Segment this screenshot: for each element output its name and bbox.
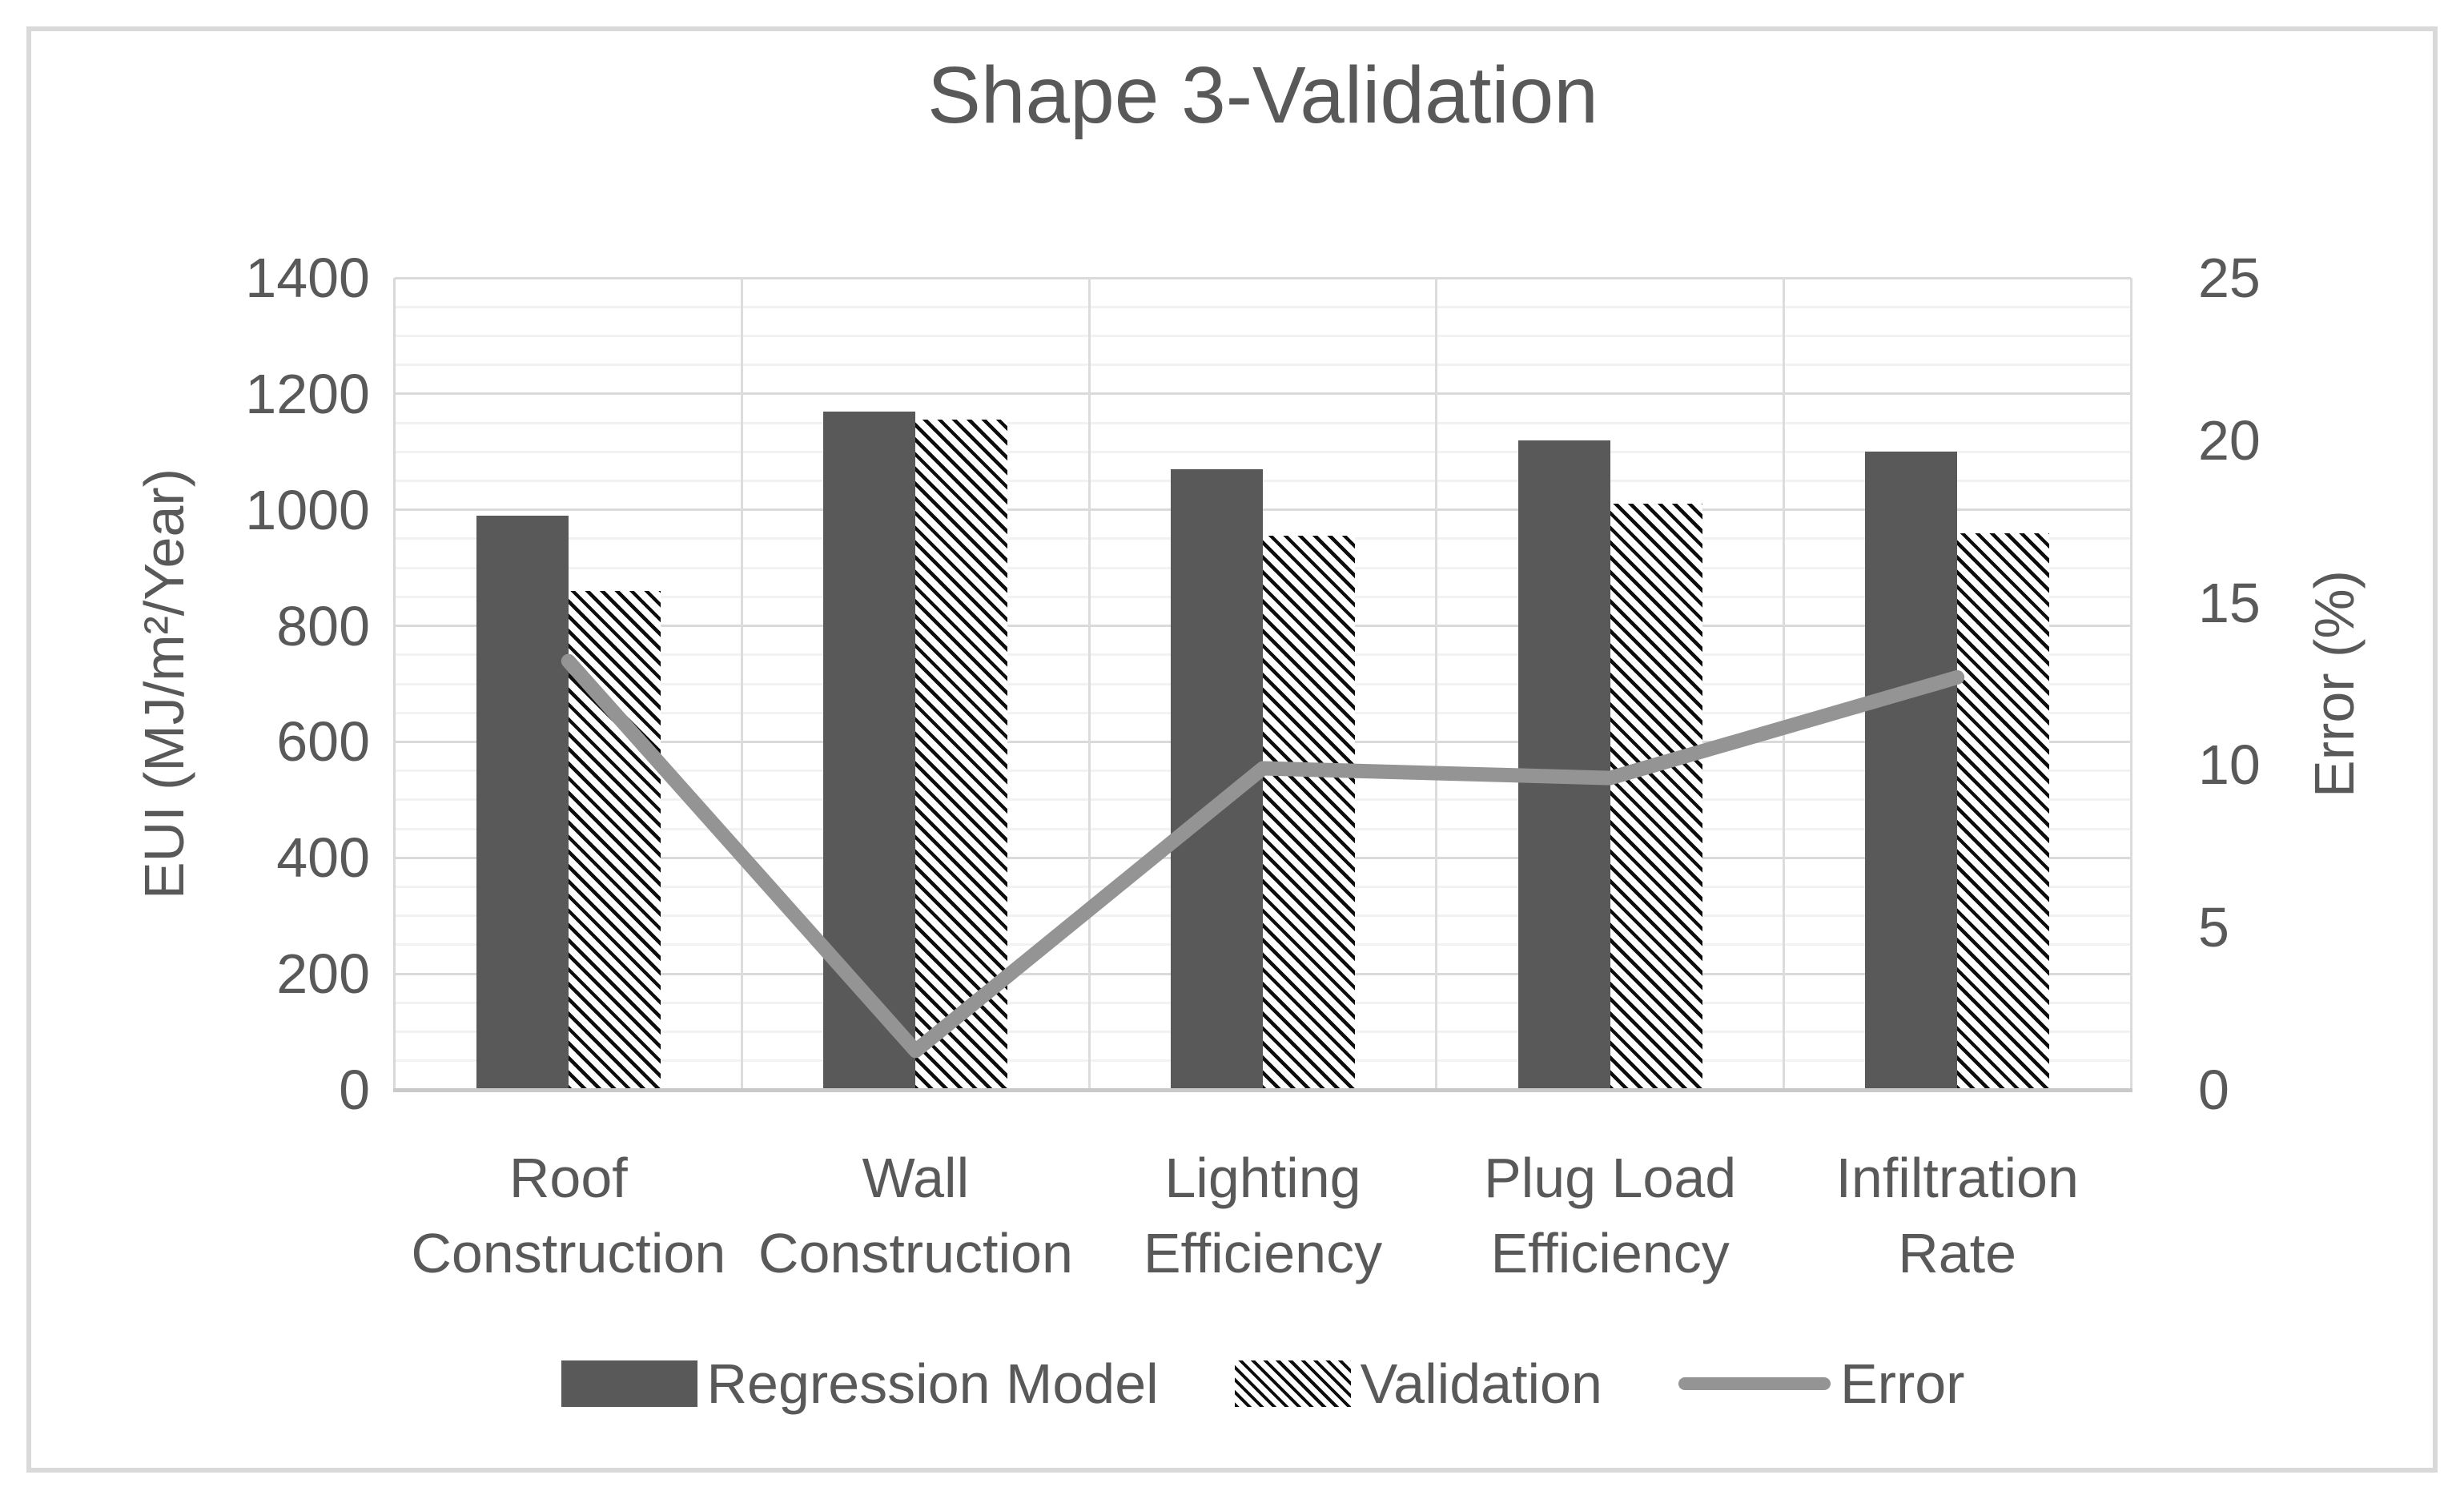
minor-gridline (395, 480, 2131, 482)
bar-regression-model (1865, 452, 1958, 1090)
left-axis-tick-label: 800 (276, 594, 370, 657)
right-axis-tick-label: 15 (2198, 571, 2261, 634)
bar-validation (1263, 536, 1355, 1090)
bar-regression-model (1517, 440, 1610, 1090)
category-label-line: Wall (862, 1147, 970, 1209)
minor-gridline (395, 364, 2131, 367)
legend-item: Validation (1234, 1352, 1602, 1416)
bar-validation (1957, 532, 2050, 1090)
category-label-line: Rate (1898, 1222, 2017, 1284)
category-label: Roof Construction (395, 1140, 742, 1291)
legend-label: Validation (1360, 1352, 1602, 1415)
vertical-gridline (741, 278, 744, 1090)
category-label: Lighting Efficiency (1089, 1140, 1437, 1291)
left-axis-tick-label: 400 (276, 826, 370, 890)
left-axis-tick-label: 200 (276, 942, 370, 1006)
category-label: Infiltration Rate (1783, 1140, 2131, 1291)
category-label-line: Plug Load (1483, 1147, 1737, 1209)
right-axis-tick-label: 10 (2198, 733, 2261, 797)
left-axis-line (393, 278, 396, 1090)
category-label-line: Efficiency (1490, 1222, 1730, 1284)
right-axis-tick-label: 0 (2198, 1059, 2229, 1121)
bar-validation (1610, 504, 1702, 1090)
minor-gridline (395, 305, 2131, 308)
legend-swatch-error-line (1678, 1377, 1831, 1390)
vertical-gridline (2129, 278, 2132, 1090)
legend-swatch-validation (1234, 1360, 1351, 1407)
major-gridline (395, 276, 2131, 279)
error-line (561, 653, 1965, 1059)
legend: Regression Model Validation Error (395, 1352, 2131, 1416)
minor-gridline (395, 334, 2131, 337)
minor-gridline (395, 450, 2131, 453)
category-label-line: Efficiency (1143, 1222, 1383, 1284)
major-gridline (395, 392, 2131, 396)
category-label-line: Infiltration (1835, 1147, 2079, 1209)
category-label: Plug Load Efficiency (1437, 1140, 1784, 1291)
category-label: Wall Construction (742, 1140, 1090, 1291)
vertical-gridline (1087, 278, 1091, 1090)
bottom-axis-line (393, 1088, 2132, 1092)
bar-validation (915, 420, 1008, 1090)
category-label-line: Lighting (1164, 1147, 1361, 1209)
left-axis-tick-label: 600 (276, 710, 370, 774)
right-axis-tick-label: 25 (2198, 247, 2261, 309)
legend-item: Error (1678, 1352, 1965, 1416)
category-label-line: Construction (758, 1222, 1073, 1284)
vertical-gridline (1435, 278, 1438, 1090)
minor-gridline (395, 421, 2131, 424)
plot-area (395, 276, 2132, 1090)
left-axis-tick-label: 1400 (245, 247, 370, 309)
chart-outer-border (26, 26, 2438, 1473)
legend-label: Regression Model (706, 1352, 1159, 1415)
bar-regression-model (823, 411, 916, 1090)
left-axis-tick-label: 1200 (245, 362, 370, 425)
category-label-line: Roof (508, 1147, 628, 1209)
left-axis-tick-label: 0 (339, 1059, 370, 1121)
vertical-gridline (1782, 278, 1785, 1090)
chart-title: Shape 3-Validation (927, 50, 1598, 140)
right-axis-tick-label: 5 (2198, 896, 2229, 959)
error-line-series (561, 653, 1965, 1059)
legend-label: Error (1839, 1352, 1965, 1415)
bar-regression-model (476, 515, 569, 1090)
left-axis-tick-label: 1000 (245, 478, 370, 541)
legend-swatch-regression-model (561, 1360, 697, 1407)
right-axis-tick-label: 20 (2198, 408, 2261, 472)
legend-item: Regression Model (561, 1352, 1159, 1416)
major-gridline (395, 508, 2131, 512)
category-label-line: Construction (411, 1222, 726, 1284)
